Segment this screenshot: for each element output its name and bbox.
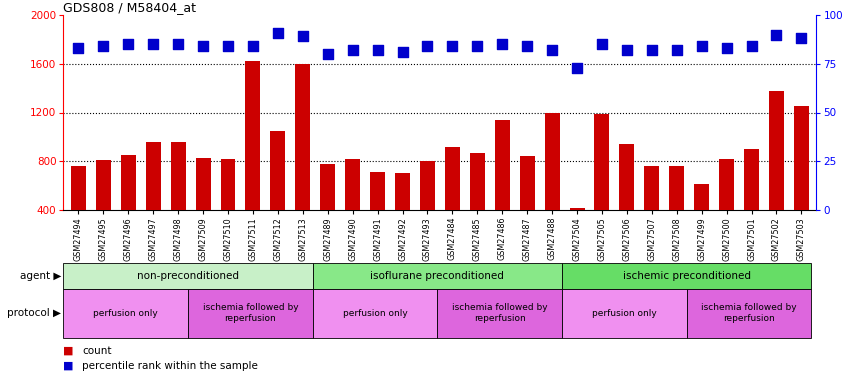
Text: ■: ■ xyxy=(63,346,74,355)
Bar xyxy=(562,289,687,338)
Bar xyxy=(619,144,634,210)
Point xyxy=(196,43,210,49)
Point xyxy=(645,47,658,53)
Bar xyxy=(121,155,135,210)
Point xyxy=(470,43,484,49)
Bar xyxy=(313,289,437,338)
Bar xyxy=(445,147,460,210)
Bar xyxy=(63,262,313,289)
Text: perfusion only: perfusion only xyxy=(592,309,656,318)
Bar xyxy=(687,289,811,338)
Text: GDS808 / M58404_at: GDS808 / M58404_at xyxy=(63,1,196,14)
Bar xyxy=(271,131,285,210)
Bar xyxy=(545,112,559,210)
Bar xyxy=(794,106,809,210)
Bar xyxy=(470,153,485,210)
Point xyxy=(695,43,708,49)
Point xyxy=(744,43,758,49)
Text: ischemia followed by
reperfusion: ischemia followed by reperfusion xyxy=(701,303,797,323)
Text: non-preconditioned: non-preconditioned xyxy=(137,271,239,280)
Text: ■: ■ xyxy=(63,361,74,370)
Text: ischemia followed by
reperfusion: ischemia followed by reperfusion xyxy=(452,303,547,323)
Bar xyxy=(669,166,684,210)
Point xyxy=(570,64,584,70)
Point xyxy=(446,43,459,49)
Bar xyxy=(645,166,659,210)
Bar xyxy=(437,289,562,338)
Bar xyxy=(719,159,734,210)
Point xyxy=(146,41,160,47)
Text: ischemic preconditioned: ischemic preconditioned xyxy=(623,271,750,280)
Point xyxy=(794,35,808,41)
Point xyxy=(596,41,609,47)
Bar xyxy=(569,208,585,210)
Text: perfusion only: perfusion only xyxy=(343,309,408,318)
Bar xyxy=(395,173,410,210)
Text: count: count xyxy=(82,346,112,355)
Bar xyxy=(595,114,609,210)
Point xyxy=(246,43,260,49)
Bar xyxy=(370,172,385,210)
Text: protocol ▶: protocol ▶ xyxy=(7,308,61,318)
Bar xyxy=(495,120,510,210)
Bar xyxy=(420,161,435,210)
Point xyxy=(321,51,334,57)
Point xyxy=(122,41,135,47)
Point xyxy=(546,47,559,53)
Bar xyxy=(769,91,784,210)
Bar xyxy=(146,142,161,210)
Bar xyxy=(695,184,709,210)
Point xyxy=(396,49,409,55)
Bar xyxy=(321,164,335,210)
Text: ischemia followed by
reperfusion: ischemia followed by reperfusion xyxy=(203,303,299,323)
Bar xyxy=(63,289,188,338)
Text: agent ▶: agent ▶ xyxy=(19,271,61,280)
Bar xyxy=(221,159,235,210)
Point xyxy=(296,33,310,39)
Bar xyxy=(313,262,562,289)
Point xyxy=(222,43,235,49)
Bar xyxy=(345,159,360,210)
Point xyxy=(720,45,733,51)
Point xyxy=(420,43,434,49)
Bar xyxy=(188,289,313,338)
Bar xyxy=(71,166,86,210)
Point xyxy=(670,47,684,53)
Bar xyxy=(744,149,759,210)
Bar xyxy=(96,160,111,210)
Point xyxy=(72,45,85,51)
Bar xyxy=(195,158,211,210)
Bar xyxy=(562,262,811,289)
Point xyxy=(770,32,783,38)
Point xyxy=(496,41,509,47)
Point xyxy=(96,43,110,49)
Point xyxy=(371,47,384,53)
Bar xyxy=(295,64,310,210)
Text: isoflurane preconditioned: isoflurane preconditioned xyxy=(371,271,504,280)
Text: perfusion only: perfusion only xyxy=(93,309,158,318)
Point xyxy=(620,47,634,53)
Text: percentile rank within the sample: percentile rank within the sample xyxy=(82,361,258,370)
Point xyxy=(271,30,284,36)
Point xyxy=(520,43,534,49)
Bar xyxy=(245,61,261,210)
Point xyxy=(172,41,185,47)
Point xyxy=(346,47,360,53)
Bar xyxy=(519,156,535,210)
Bar xyxy=(171,142,185,210)
